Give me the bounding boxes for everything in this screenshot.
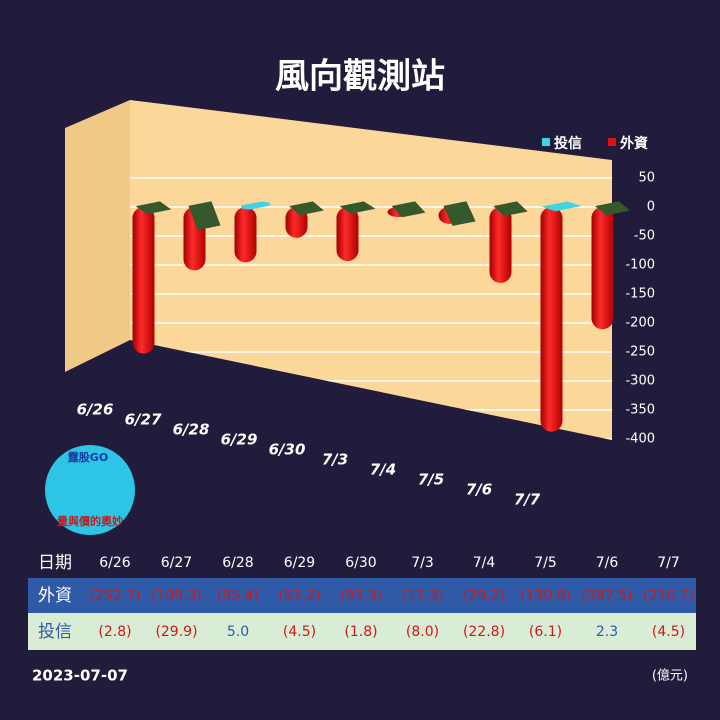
table-value: (210.7) [643,588,694,604]
table-value: (1.8) [344,624,377,640]
table-value: (252.7) [89,588,140,604]
y-tick-label: 50 [638,171,655,186]
trust-marker [541,201,582,212]
trust-marker [135,201,172,215]
x-tick-label: 6/30 [269,441,306,459]
legend-label: 投信 [554,135,582,152]
y-tick-label: -400 [625,432,655,447]
table-date: 6/28 [222,555,253,571]
y-tick-label: -300 [625,374,655,389]
table-date: 6/26 [99,555,131,571]
bar [336,207,359,262]
x-tick-label: 6/28 [173,421,210,439]
table-value: (4.5) [652,624,685,640]
legend-swatch [542,138,550,146]
table-value: (109.3) [151,588,202,604]
table-value: 2.3 [596,624,618,640]
back-wall [130,100,612,440]
trust-marker [443,201,476,226]
y-tick-label: -350 [625,403,655,418]
bar [234,207,257,263]
table-date: 6/27 [161,555,192,571]
table-header: 日期 [38,553,72,573]
y-tick-label: -150 [625,287,655,302]
y-tick-label: -100 [625,258,655,273]
side-wall [65,100,130,372]
trust-marker [188,201,221,231]
x-tick-label: 7/7 [514,491,541,509]
bar [540,207,563,432]
date: 2023-07-07 [32,667,128,685]
bar [132,207,155,354]
y-tick-label: -250 [625,345,655,360]
table-value: (95.4) [217,588,259,604]
legend-label: 外資 [620,135,648,152]
x-tick-label: 6/26 [77,401,114,419]
trust-marker [241,201,270,210]
unit: (億元) [652,668,688,684]
logo-slogan: 量與價的奧妙 [57,514,123,528]
y-tick-label: -200 [625,316,655,331]
y-tick-label: -50 [634,229,655,244]
bar [591,207,614,330]
table-value: (22.8) [463,624,505,640]
table-value: (53.2) [278,588,320,604]
table-value: (8.0) [406,624,439,640]
table-date: 7/5 [534,555,557,571]
table-value: (29.9) [155,624,197,640]
table-date: 7/6 [596,555,619,571]
x-tick-label: 6/29 [221,431,258,449]
x-tick-label: 7/4 [370,461,396,479]
table-value: (29.2) [463,588,505,604]
x-tick-label: 7/6 [466,481,492,499]
table-value: (93.3) [340,588,382,604]
trust-marker [339,201,376,214]
trust-marker [289,201,324,216]
table-row-label: 外資 [38,586,72,606]
y-tick-label: 0 [647,200,655,215]
table-row-bg [28,578,696,613]
x-tick-label: 7/3 [322,451,348,469]
x-tick-label: 7/5 [418,471,444,489]
trust-marker [493,201,528,217]
table-row-label: 投信 [38,622,72,642]
x-tick-label: 6/27 [125,411,162,429]
table-value: (387.5) [581,588,632,604]
table-row-bg [28,613,696,650]
table-date: 6/29 [284,555,315,571]
chart-title: 風向觀測站 [275,57,445,97]
table-value: (4.5) [283,624,316,640]
table-value: (130.9) [520,588,571,604]
table-date: 6/30 [345,555,376,571]
table-date: 7/3 [411,555,434,571]
logo-name: 露股GO [68,451,108,464]
table-value: (2.8) [98,624,131,640]
bar [489,207,512,283]
trust-marker [595,201,630,216]
logo [45,445,135,535]
table-date: 7/7 [657,555,680,571]
legend-swatch [608,138,616,146]
table-value: (6.1) [529,624,562,640]
table-value: (17.3) [401,588,443,604]
table-value: 5.0 [227,624,249,640]
trust-marker [391,201,426,218]
table-date: 7/4 [473,555,496,571]
